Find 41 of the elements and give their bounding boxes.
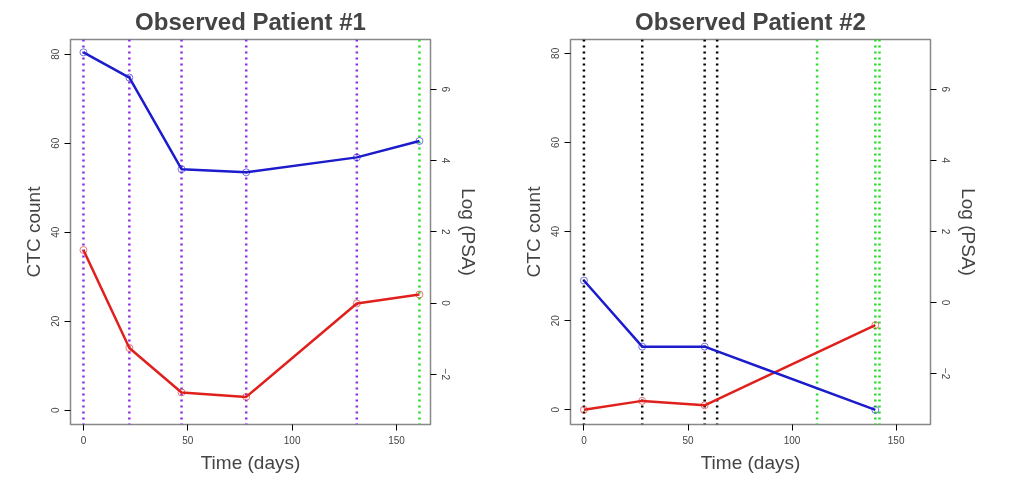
- x-tick-label: 0: [80, 434, 87, 446]
- y-tick-label: 80: [550, 47, 562, 59]
- y-tick-label: 40: [50, 226, 62, 238]
- y-tick-label: 20: [50, 315, 62, 327]
- y2-tick-label: −2: [439, 368, 451, 381]
- x-tick-label: 50: [682, 434, 694, 446]
- x-tick-label: 50: [182, 434, 194, 446]
- x-tick-label: 150: [887, 434, 905, 446]
- y-tick-label: 0: [50, 407, 62, 414]
- y-tick-label: 80: [50, 48, 62, 60]
- y-tick-label: 40: [550, 225, 562, 238]
- y2-tick-label: 4: [439, 157, 451, 164]
- x-tick-label: 100: [283, 434, 301, 446]
- point: [700, 401, 709, 410]
- x-tick-label: 100: [783, 434, 801, 446]
- y2-tick-label: 2: [439, 229, 451, 236]
- point: [700, 342, 709, 351]
- point: [125, 73, 134, 82]
- point: [125, 343, 134, 352]
- y2-tick-label: 0: [939, 299, 951, 306]
- y2-tick-label: 6: [439, 86, 451, 93]
- y-tick-label: 60: [50, 137, 62, 149]
- y2-tick-label: 0: [439, 300, 451, 307]
- chart-title: Observed Patient #2: [635, 7, 866, 35]
- y2-tick-label: 4: [939, 157, 951, 164]
- y-tick-label: 20: [550, 314, 562, 327]
- chart-title: Observed Patient #1: [135, 7, 366, 35]
- y-tick-label: 0: [550, 406, 562, 413]
- y2-axis-title: Log (PSA): [457, 188, 479, 276]
- y-tick-label: 60: [550, 136, 562, 148]
- x-tick-label: 0: [581, 434, 588, 446]
- y2-tick-label: 2: [939, 228, 951, 235]
- y2-tick-label: −2: [939, 367, 951, 380]
- y-axis-title: CTC count: [22, 185, 44, 278]
- x-axis-title: Time (days): [700, 451, 801, 473]
- y2-axis-title: Log (PSA): [957, 188, 979, 276]
- y-axis-title: CTC count: [522, 185, 544, 278]
- x-tick-label: 150: [388, 434, 406, 446]
- x-axis-title: Time (days): [200, 451, 301, 473]
- point: [177, 388, 186, 397]
- y2-tick-label: 6: [939, 86, 951, 93]
